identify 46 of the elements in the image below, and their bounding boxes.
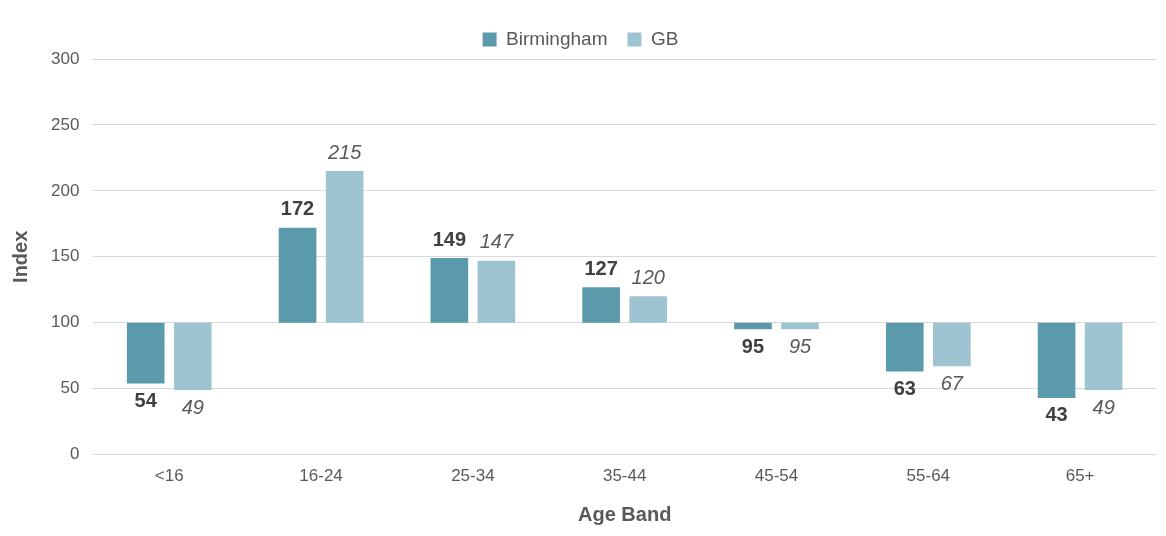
y-tick-label: 0 bbox=[69, 444, 80, 464]
x-tick-label: 55-64 bbox=[906, 466, 951, 486]
bar bbox=[477, 260, 516, 323]
bar bbox=[734, 322, 772, 330]
bar bbox=[1084, 322, 1123, 390]
y-tick-label: 100 bbox=[50, 312, 80, 332]
data-label: 49 bbox=[181, 395, 204, 418]
x-axis-title: Age Band bbox=[578, 502, 672, 525]
x-tick-label: 65+ bbox=[1065, 466, 1095, 486]
legend-label: GB bbox=[650, 27, 679, 49]
data-label: 95 bbox=[788, 334, 813, 357]
data-label: 54 bbox=[134, 388, 158, 411]
x-tick-label: 16-24 bbox=[299, 466, 343, 486]
data-label: 43 bbox=[1045, 403, 1068, 426]
data-label: 127 bbox=[584, 256, 618, 279]
y-axis-title: Index bbox=[8, 230, 31, 283]
bar bbox=[781, 322, 819, 330]
bar bbox=[885, 322, 924, 372]
y-tick-label: 300 bbox=[50, 48, 80, 68]
y-tick-label: 150 bbox=[50, 246, 80, 266]
data-label: 215 bbox=[326, 140, 363, 163]
y-tick-label: 200 bbox=[50, 180, 80, 200]
data-label: 147 bbox=[479, 230, 514, 253]
bar bbox=[126, 322, 165, 384]
bar bbox=[629, 296, 668, 323]
data-label: 95 bbox=[741, 334, 765, 357]
x-tick-label: 25-34 bbox=[451, 466, 495, 486]
data-label: 67 bbox=[940, 371, 964, 394]
x-tick-label: 45-54 bbox=[754, 466, 799, 486]
bar bbox=[582, 287, 620, 323]
bar bbox=[325, 171, 364, 323]
bar bbox=[430, 258, 469, 323]
bar bbox=[173, 322, 212, 390]
data-label: 149 bbox=[432, 227, 467, 250]
bar bbox=[278, 227, 317, 323]
legend-label: Birmingham bbox=[506, 27, 608, 49]
data-label: 120 bbox=[631, 265, 665, 288]
x-tick-label: 35-44 bbox=[602, 466, 647, 486]
bar bbox=[1037, 322, 1076, 398]
x-tick-label: <16 bbox=[154, 466, 184, 486]
data-label: 49 bbox=[1092, 395, 1115, 418]
data-label: 63 bbox=[893, 377, 916, 400]
bar bbox=[933, 322, 971, 367]
y-tick-label: 50 bbox=[60, 378, 80, 398]
y-tick-label: 250 bbox=[50, 114, 80, 134]
data-label: 172 bbox=[280, 197, 315, 220]
